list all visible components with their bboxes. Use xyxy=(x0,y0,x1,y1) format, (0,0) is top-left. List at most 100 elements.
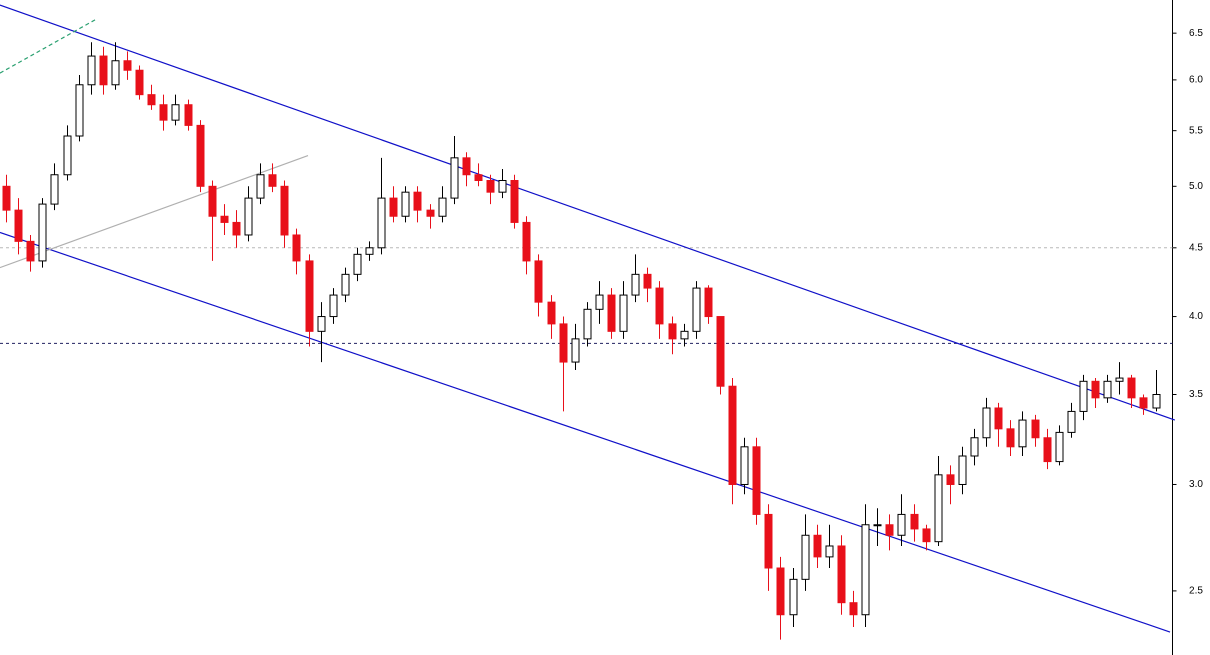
candle-body xyxy=(26,240,35,262)
candle-body xyxy=(1006,428,1015,448)
candle-body xyxy=(655,287,664,325)
candle-body xyxy=(1139,397,1148,409)
candle-body xyxy=(389,197,398,217)
candle-body xyxy=(583,308,592,340)
candle-body xyxy=(643,273,652,289)
candle-body xyxy=(728,385,737,485)
candle-body xyxy=(196,124,205,187)
candle-body xyxy=(982,407,991,439)
candle-body xyxy=(1091,380,1100,399)
candle-body xyxy=(377,197,386,249)
candle-body xyxy=(547,301,556,325)
candle-body xyxy=(510,179,519,223)
candle-body xyxy=(14,209,23,242)
candle-body xyxy=(450,157,459,199)
candle-body xyxy=(885,524,894,536)
candle-body xyxy=(1067,410,1076,433)
candle-body xyxy=(764,513,773,569)
y-tick-label: 5.5 xyxy=(1189,125,1203,136)
candle-body xyxy=(292,234,301,262)
candle-body xyxy=(776,567,785,616)
candle-body xyxy=(631,273,640,296)
candle-body xyxy=(75,84,84,137)
candle-body xyxy=(595,294,604,310)
candle-body xyxy=(87,55,96,86)
candle-body xyxy=(280,185,289,236)
candle-body xyxy=(680,330,689,340)
candle-body xyxy=(1018,419,1027,448)
candle-body xyxy=(317,316,326,332)
candle-body xyxy=(50,174,59,205)
y-tick-label: 6.5 xyxy=(1189,28,1203,39)
candle-body xyxy=(256,174,265,199)
candle-body xyxy=(910,513,919,530)
candle-body xyxy=(1055,431,1064,463)
candle-body xyxy=(692,287,701,332)
candle-body xyxy=(329,294,338,318)
candle-body xyxy=(1127,377,1136,399)
y-tick-label: 3.5 xyxy=(1189,389,1203,400)
candle-body xyxy=(171,104,180,121)
candle-body xyxy=(837,545,846,604)
candle-body xyxy=(970,437,979,457)
candle-body xyxy=(123,60,132,71)
candle-body xyxy=(958,455,967,485)
candle-body xyxy=(534,260,543,303)
candle-body xyxy=(813,534,822,558)
candle-body xyxy=(522,221,531,262)
candle-body xyxy=(244,197,253,236)
candle-body xyxy=(1152,394,1161,409)
candle-body xyxy=(752,446,761,515)
candle-body xyxy=(1103,380,1112,399)
candle-body xyxy=(2,185,11,211)
candle-body xyxy=(704,287,713,318)
candle-body xyxy=(305,260,314,332)
candle-body xyxy=(607,294,616,332)
candle-body xyxy=(474,174,483,181)
candle-body xyxy=(220,215,229,223)
candle-body xyxy=(849,602,858,616)
candle-body xyxy=(1043,437,1052,463)
candle-body xyxy=(897,513,906,536)
trend-line xyxy=(0,4,1176,421)
candle-body xyxy=(99,55,108,86)
candle-body xyxy=(353,253,362,275)
candle-body xyxy=(668,323,677,340)
candle-body xyxy=(63,135,72,176)
candle-body xyxy=(147,94,156,106)
candle-body xyxy=(922,528,931,543)
candle-body xyxy=(934,474,943,543)
candle-body xyxy=(1079,380,1088,412)
candle-body xyxy=(438,197,447,217)
y-tick-label: 4.5 xyxy=(1189,242,1203,253)
candle-body xyxy=(801,534,810,580)
candle-body xyxy=(486,179,495,193)
candle-body xyxy=(571,338,580,363)
candle-body xyxy=(559,323,568,363)
candle-body xyxy=(111,60,120,86)
candle-body xyxy=(341,273,350,296)
candle-body xyxy=(184,104,193,126)
y-tick-label: 5.0 xyxy=(1189,181,1203,192)
y-tick-label: 3.0 xyxy=(1189,479,1203,490)
candle-body xyxy=(825,545,834,558)
candle-body xyxy=(426,209,435,217)
candle-body xyxy=(861,524,870,616)
candle-body xyxy=(38,203,47,262)
y-tick-label: 2.5 xyxy=(1189,586,1203,597)
candle-body xyxy=(462,157,471,176)
candle-body xyxy=(789,578,798,616)
candle-body xyxy=(413,191,422,211)
trend-line xyxy=(0,231,1171,633)
candle-body xyxy=(716,316,725,387)
candle-body xyxy=(873,524,882,527)
candle-body xyxy=(159,104,168,121)
candle-body xyxy=(135,69,144,96)
y-tick-label: 6.0 xyxy=(1189,75,1203,86)
candle-body xyxy=(994,407,1003,430)
candle-body xyxy=(365,247,374,255)
candle-body xyxy=(268,174,277,187)
